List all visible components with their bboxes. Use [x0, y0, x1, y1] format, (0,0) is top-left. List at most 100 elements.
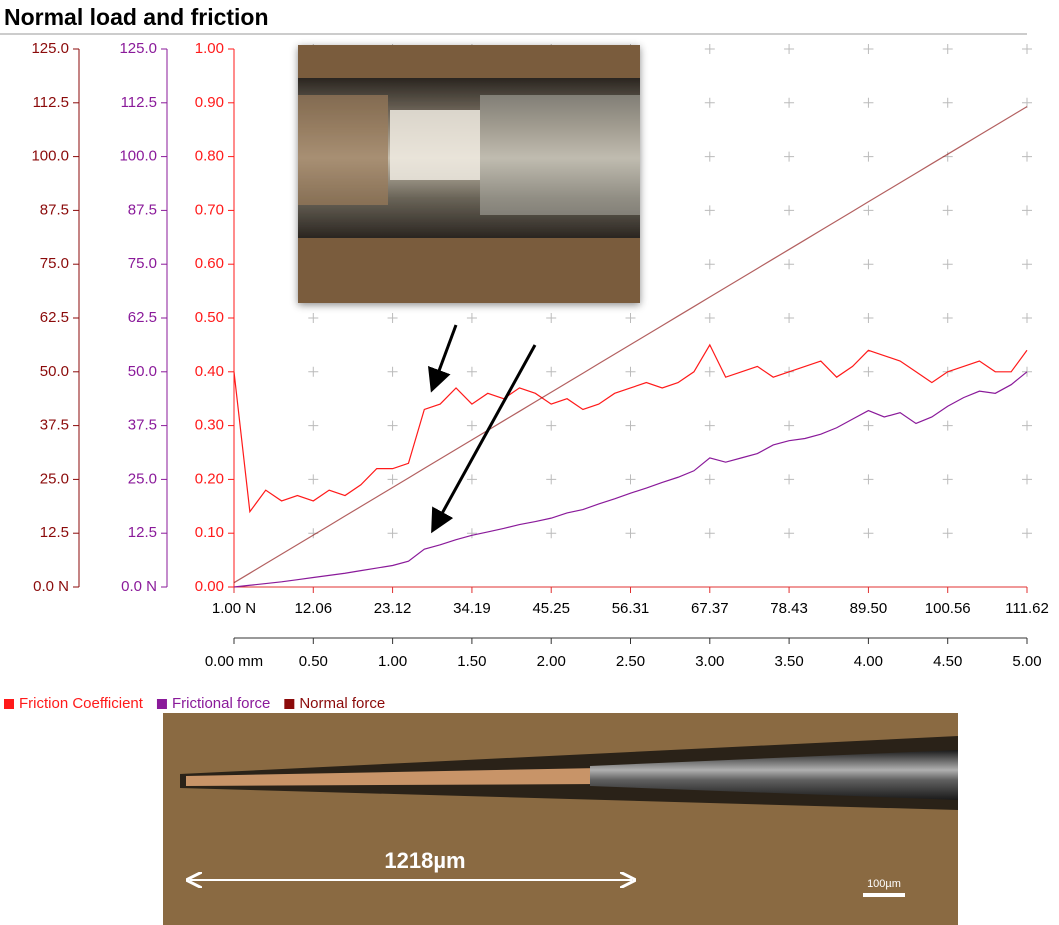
y-tick-label: 75.0	[40, 255, 69, 272]
y-tick-label: 1.00	[195, 40, 224, 57]
grid-cross	[467, 474, 477, 484]
x-tick-label: 2.50	[616, 653, 645, 670]
grid-cross	[863, 44, 873, 54]
x-tick-label: 100.56	[925, 600, 971, 617]
grid-cross	[705, 44, 715, 54]
x-tick-label: 3.00	[695, 653, 724, 670]
grid-cross	[943, 98, 953, 108]
legend-swatch	[157, 699, 167, 709]
grid-cross	[1022, 313, 1032, 323]
grid-cross	[784, 205, 794, 215]
y-tick-label: 0.0 N	[121, 578, 157, 595]
y-tick-label: 125.0	[119, 40, 157, 57]
grid-cross	[705, 367, 715, 377]
x-tick-label: 89.50	[850, 600, 888, 617]
grid-cross	[308, 421, 318, 431]
y-tick-label: 50.0	[40, 363, 69, 380]
grid-cross	[388, 313, 398, 323]
grid-cross	[705, 528, 715, 538]
grid-cross	[388, 474, 398, 484]
grid-cross	[863, 259, 873, 269]
micrograph-top	[298, 45, 640, 303]
legend-swatch	[4, 699, 14, 709]
legend-label: Normal force	[299, 695, 385, 712]
x-tick-label: 2.00	[537, 653, 566, 670]
y-tick-label: 87.5	[128, 201, 157, 218]
y-tick-label: 0.00	[195, 578, 224, 595]
grid-cross	[308, 367, 318, 377]
x-tick-label: 4.50	[933, 653, 962, 670]
y-tick-label: 0.50	[195, 309, 224, 326]
y-tick-label: 0.0 N	[33, 578, 69, 595]
y-tick-label: 87.5	[40, 201, 69, 218]
grid-cross	[308, 313, 318, 323]
y-tick-label: 125.0	[31, 40, 69, 57]
grid-cross	[943, 313, 953, 323]
y-tick-label: 37.5	[128, 417, 157, 434]
x-tick-label: 5.00	[1012, 653, 1041, 670]
x-tick-label: 0.50	[299, 653, 328, 670]
y-tick-label: 0.60	[195, 255, 224, 272]
grid-cross	[467, 313, 477, 323]
y-tick-label: 0.30	[195, 417, 224, 434]
grid-cross	[546, 367, 556, 377]
grid-cross	[467, 367, 477, 377]
grid-cross	[863, 98, 873, 108]
grid-cross	[784, 259, 794, 269]
grid-cross	[863, 205, 873, 215]
y-tick-label: 0.20	[195, 470, 224, 487]
chart-title: Normal load and friction	[4, 4, 269, 30]
x-tick-label: 1.50	[457, 653, 486, 670]
y-tick-label: 12.5	[40, 524, 69, 541]
grid-cross	[1022, 421, 1032, 431]
y-tick-label: 0.70	[195, 201, 224, 218]
legend-swatch	[284, 699, 294, 709]
grid-cross	[863, 528, 873, 538]
grid-cross	[388, 528, 398, 538]
y-tick-label: 112.5	[121, 94, 157, 111]
grid-cross	[546, 474, 556, 484]
grid-cross	[943, 205, 953, 215]
y-tick-label: 0.90	[195, 94, 224, 111]
arrow	[434, 345, 535, 528]
y-tick-label: 0.10	[195, 524, 224, 541]
grid-cross	[1022, 474, 1032, 484]
measure-label: 1218µm	[384, 848, 465, 873]
grid-cross	[863, 421, 873, 431]
grid-cross	[626, 421, 636, 431]
grid-cross	[943, 44, 953, 54]
grid-cross	[863, 152, 873, 162]
grid-cross	[626, 367, 636, 377]
grid-cross	[943, 421, 953, 431]
grid-cross	[626, 313, 636, 323]
grid-cross	[705, 313, 715, 323]
grid-cross	[863, 313, 873, 323]
grid-cross	[784, 421, 794, 431]
grid-cross	[1022, 528, 1032, 538]
y-tick-label: 37.5	[40, 417, 69, 434]
y-tick-label: 25.0	[128, 470, 157, 487]
legend-label: Frictional force	[172, 695, 270, 712]
grid-cross	[1022, 98, 1032, 108]
grid-cross	[784, 44, 794, 54]
y-tick-label: 100.0	[31, 148, 69, 165]
x-tick-label: 1.00	[378, 653, 407, 670]
x-tick-label: 4.00	[854, 653, 883, 670]
grid-cross	[388, 367, 398, 377]
grid-cross	[784, 98, 794, 108]
grid-cross	[784, 528, 794, 538]
x-tick-label: 23.12	[374, 600, 412, 617]
grid-cross	[943, 259, 953, 269]
chart: Normal load and friction 1218µm 100µm 0.…	[0, 0, 1059, 925]
x-tick-label: 34.19	[453, 600, 491, 617]
y-tick-label: 0.40	[195, 363, 224, 380]
grid-cross	[467, 421, 477, 431]
grid-cross	[784, 313, 794, 323]
grid-cross	[1022, 152, 1032, 162]
grid-cross	[388, 421, 398, 431]
grid-cross	[546, 421, 556, 431]
grid-cross	[705, 259, 715, 269]
y-tick-label: 75.0	[128, 255, 157, 272]
micrograph-bottom: 1218µm 100µm	[163, 713, 958, 925]
y-tick-label: 62.5	[128, 309, 157, 326]
